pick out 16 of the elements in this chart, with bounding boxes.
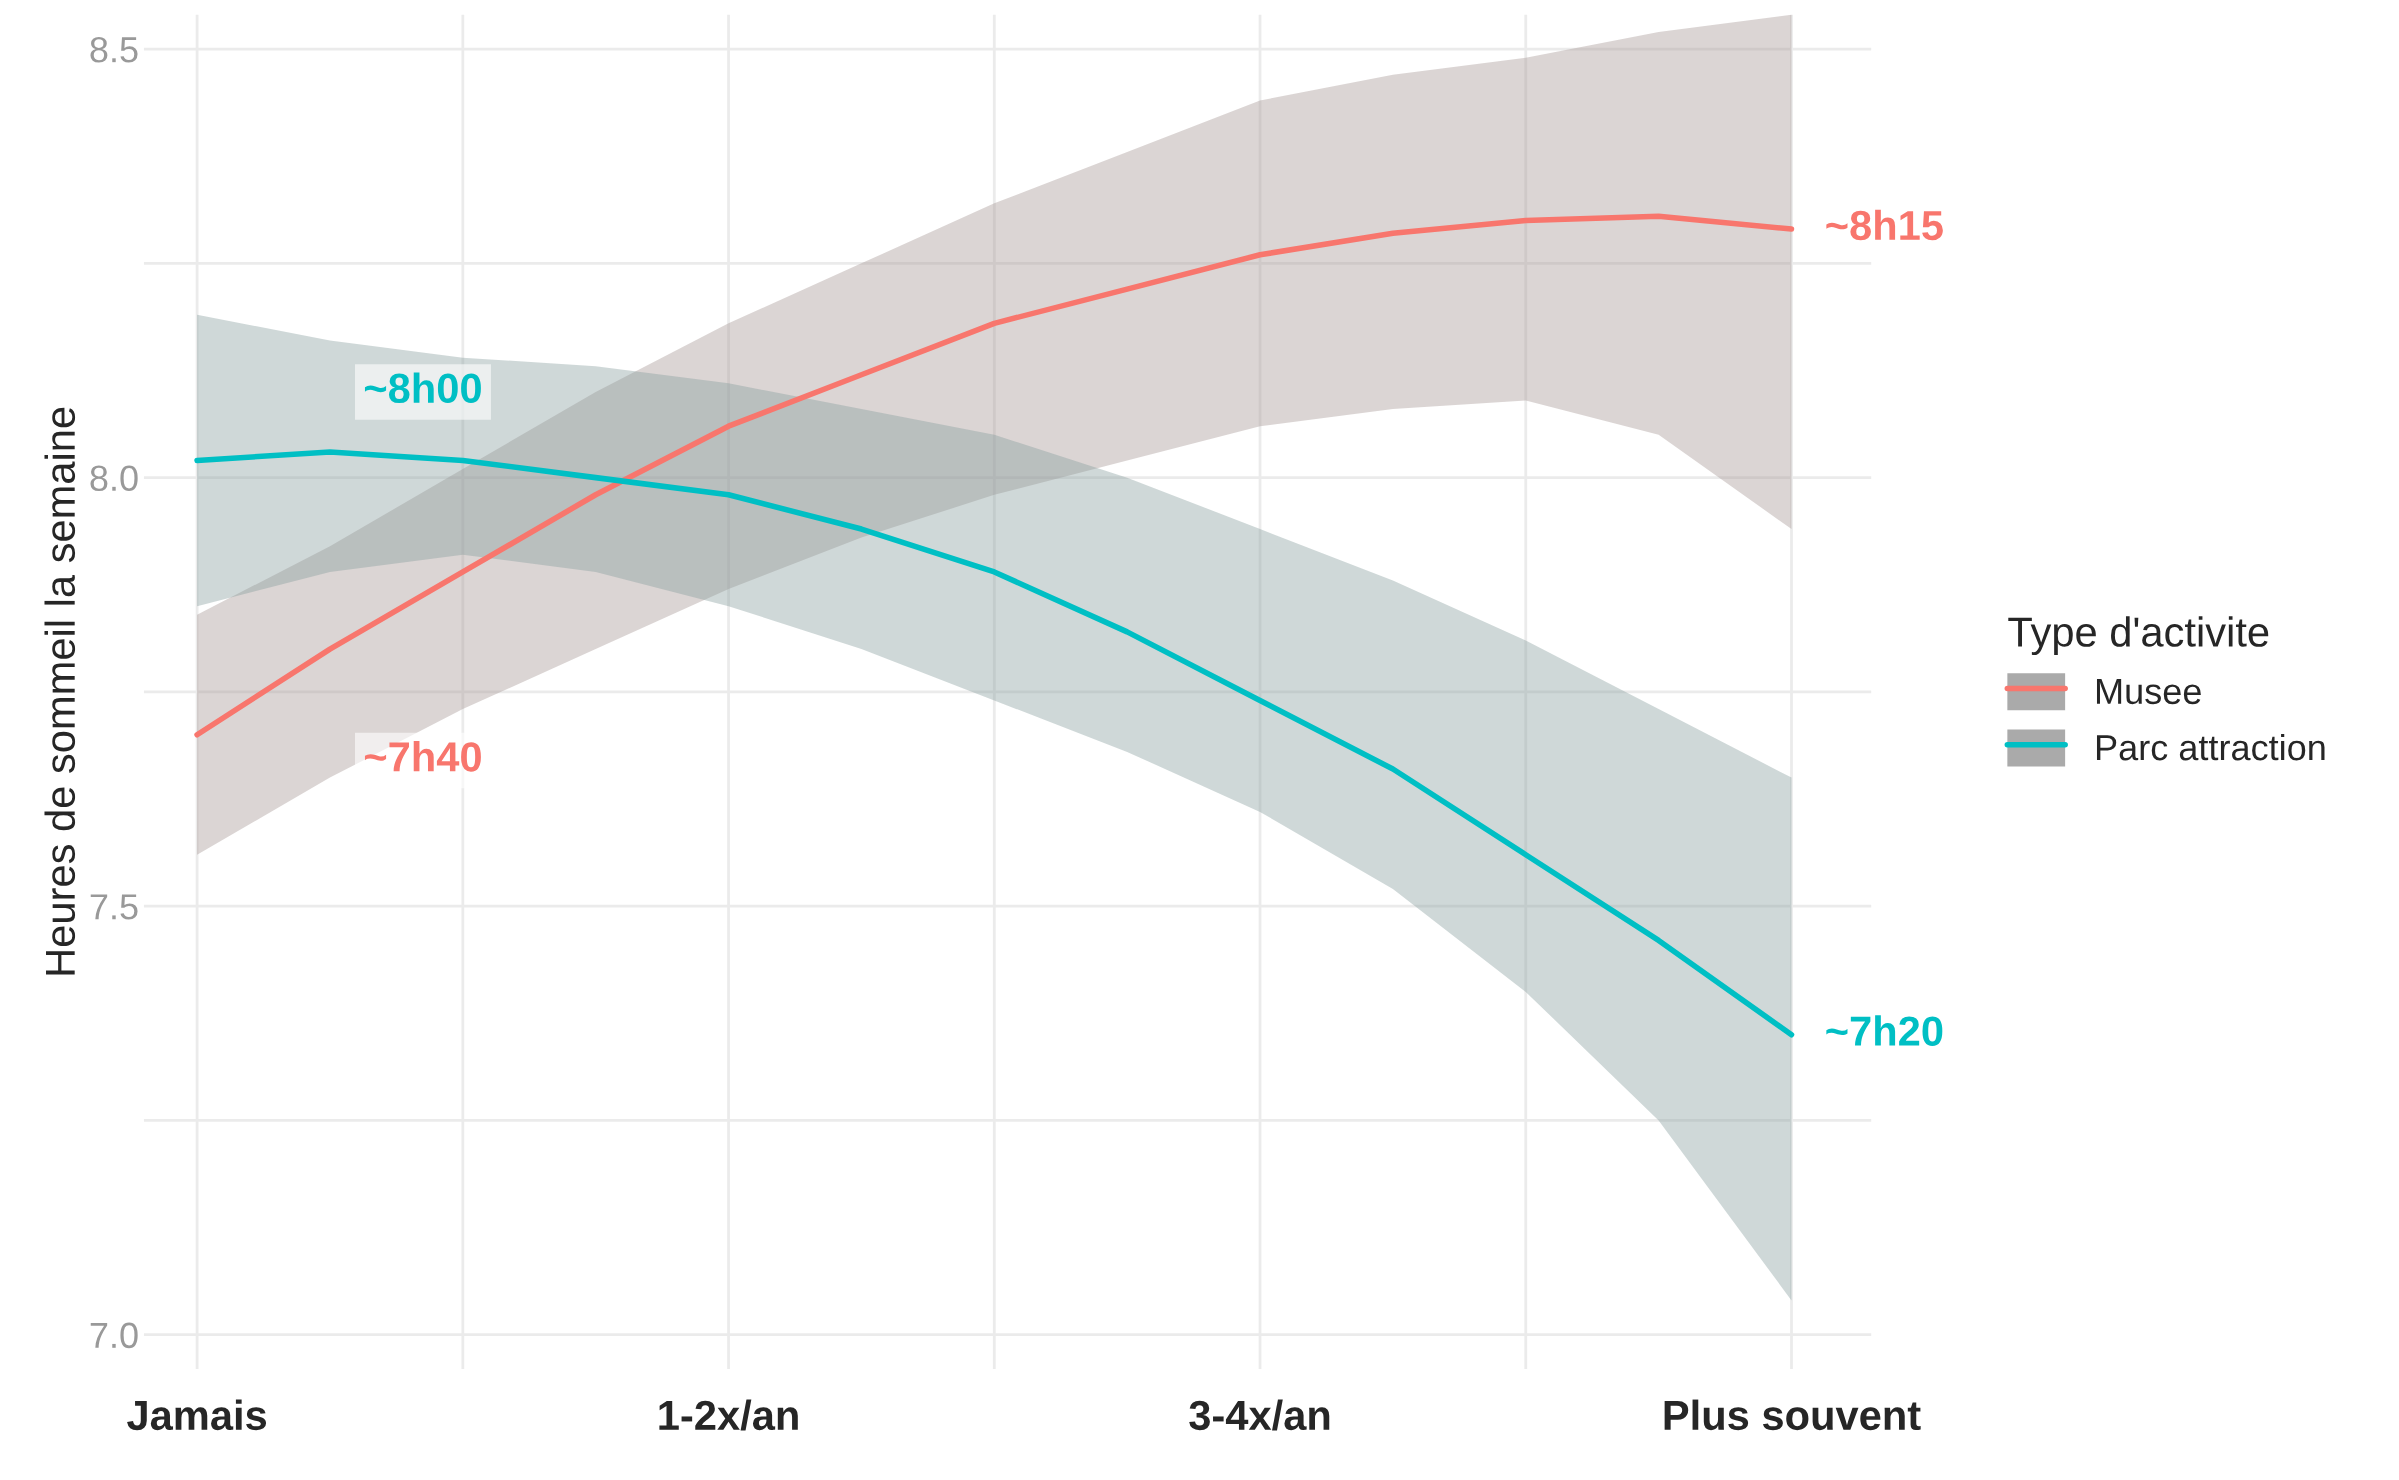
x-tick-label: 1-2x/an (659, 1399, 798, 1431)
y-tick-label: 7.0 (90, 1322, 138, 1349)
x-tick-label: Jamais (127, 1399, 267, 1431)
annotation: ~7h20 (1826, 1015, 1943, 1046)
legend-label: Parc attraction (2096, 733, 2325, 761)
annotation: ~8h15 (1826, 209, 1943, 241)
legend-title: Type d'activite (2008, 616, 2269, 656)
legend-label: Musee (2096, 678, 2201, 705)
y-axis-title: Heures de sommeil la semaine (44, 407, 76, 975)
y-tick-label: 7.5 (90, 894, 138, 920)
y-tick-label: 8.0 (90, 465, 138, 492)
annotation: ~8h00 (364, 372, 481, 404)
x-tick-label: Plus souvent (1664, 1399, 1921, 1431)
annotation: ~7h40 (364, 741, 481, 772)
y-tick-label: 8.5 (90, 36, 138, 63)
x-tick-label: 3-4x/an (1189, 1399, 1330, 1431)
